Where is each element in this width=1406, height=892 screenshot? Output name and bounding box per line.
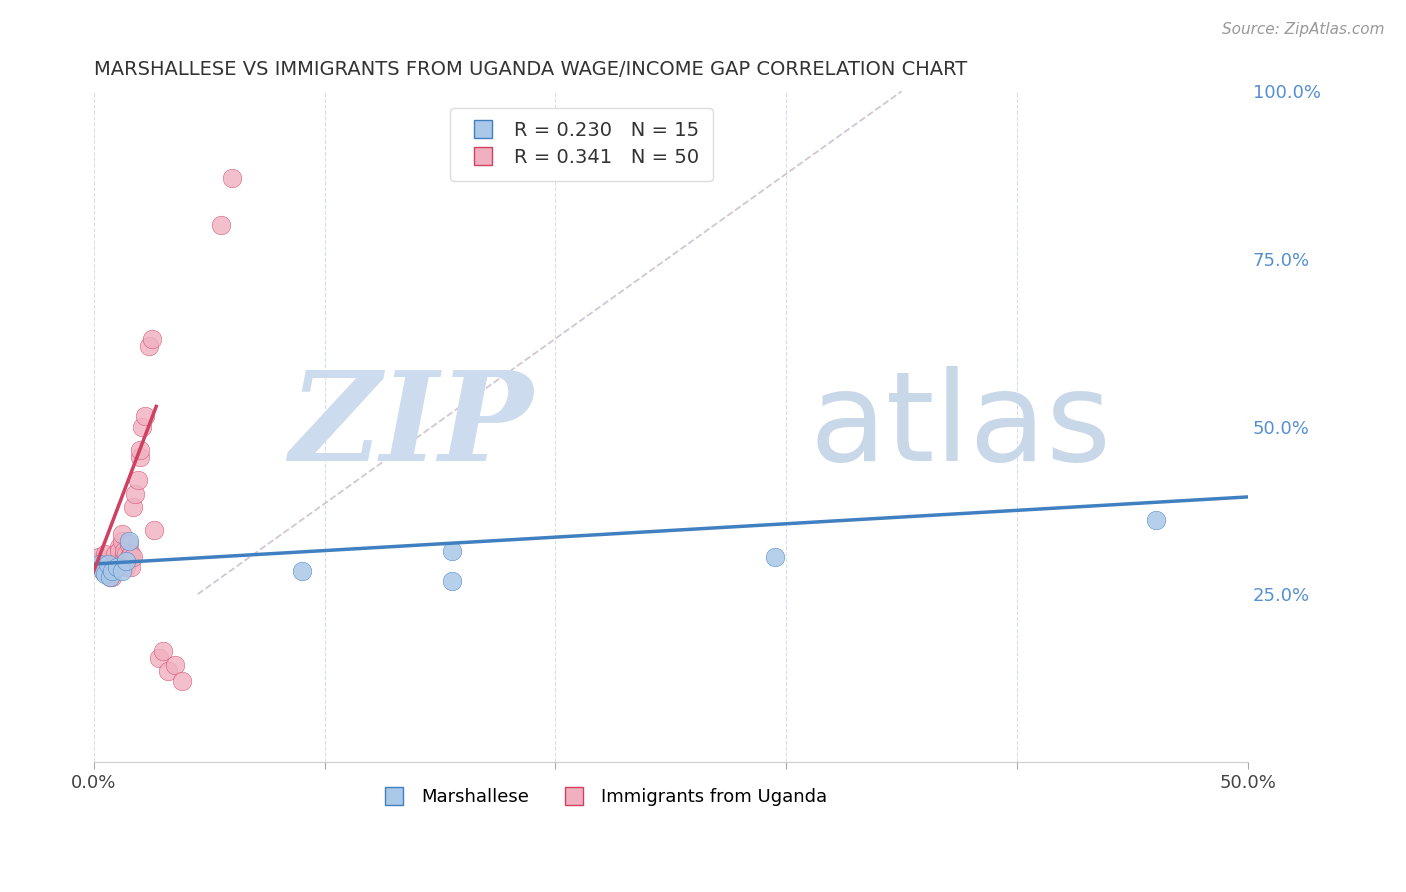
Point [108,540,131,554]
Point [221,171,243,186]
Point [1144,513,1167,527]
Point [87,557,110,571]
Point [134,409,156,424]
Point [117,537,139,551]
Point [440,543,463,558]
Point [90,557,112,571]
Point [209,219,232,233]
Point [115,560,138,574]
Point [111,564,134,578]
Point [101,570,124,584]
Point [138,339,160,353]
Point [440,574,463,588]
Point [104,547,127,561]
Point [98,570,121,584]
Point [91,560,114,574]
Point [129,442,152,457]
Point [105,560,128,574]
Point [124,486,146,500]
Point [122,550,145,565]
Point [152,644,174,658]
Point [117,550,139,565]
Point [108,543,131,558]
Point [111,526,134,541]
Text: MARSHALLESE VS IMMIGRANTS FROM UGANDA WAGE/INCOME GAP CORRELATION CHART: MARSHALLESE VS IMMIGRANTS FROM UGANDA WA… [94,60,967,78]
Point [291,564,314,578]
Point [170,674,193,689]
Point [141,332,163,346]
Text: ZIP: ZIP [288,366,533,487]
Point [91,564,114,578]
Point [87,553,110,567]
Point [115,553,138,567]
Point [98,567,121,582]
Point [120,547,142,561]
Point [101,560,124,574]
Point [117,533,139,548]
Point [97,567,120,582]
Point [163,657,186,672]
Point [97,564,120,578]
Point [148,650,170,665]
Point [129,450,152,464]
Point [112,543,135,558]
Text: atlas: atlas [810,366,1112,487]
Point [101,564,124,578]
Point [120,560,142,574]
Point [105,557,128,571]
Point [156,665,179,679]
Point [87,550,110,565]
Point [142,524,165,538]
Point [90,560,112,574]
Point [94,567,117,582]
Text: Source: ZipAtlas.com: Source: ZipAtlas.com [1222,22,1385,37]
Point [763,550,786,565]
Point [115,547,138,561]
Point [131,419,153,434]
Point [122,500,145,514]
Point [98,570,121,584]
Point [112,547,135,561]
Point [111,533,134,548]
Point [97,557,120,571]
Legend: Marshallese, Immigrants from Uganda: Marshallese, Immigrants from Uganda [368,780,835,814]
Point [94,564,117,578]
Point [127,473,149,487]
Point [94,547,117,561]
Point [94,557,117,571]
Point [84,557,107,571]
Point [91,564,114,578]
Point [105,560,128,574]
Point [104,557,127,571]
